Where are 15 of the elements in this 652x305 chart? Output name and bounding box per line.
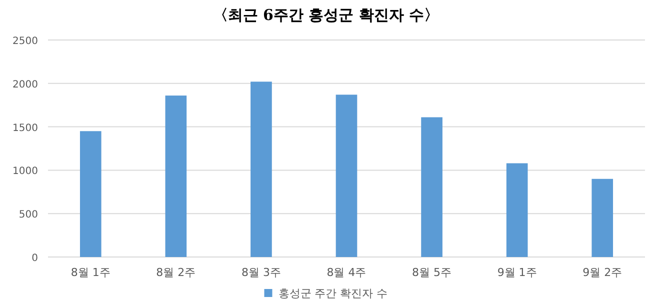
- ytick: 1500: [12, 122, 38, 134]
- xtick: 8월 4주: [326, 266, 366, 279]
- legend: 홍성군 주간 확진자 수: [264, 287, 388, 300]
- ytick: 500: [18, 210, 38, 221]
- xtick: 8월 2주: [156, 266, 196, 279]
- ytick: 2000: [12, 79, 38, 90]
- title: 〈최근 6주간 홍성군 확진자 수〉: [212, 6, 440, 24]
- ytick: 0: [32, 253, 38, 264]
- ytick: 1000: [12, 166, 38, 178]
- xtick: 8월 3주: [241, 266, 281, 279]
- xtick: 9월 2주: [582, 266, 622, 279]
- xtick: 8월 5주: [412, 266, 452, 279]
- xtick: 9월 1주: [497, 266, 537, 279]
- ytick: 2500: [12, 36, 38, 47]
- xtick: 8월 1주: [70, 266, 110, 279]
